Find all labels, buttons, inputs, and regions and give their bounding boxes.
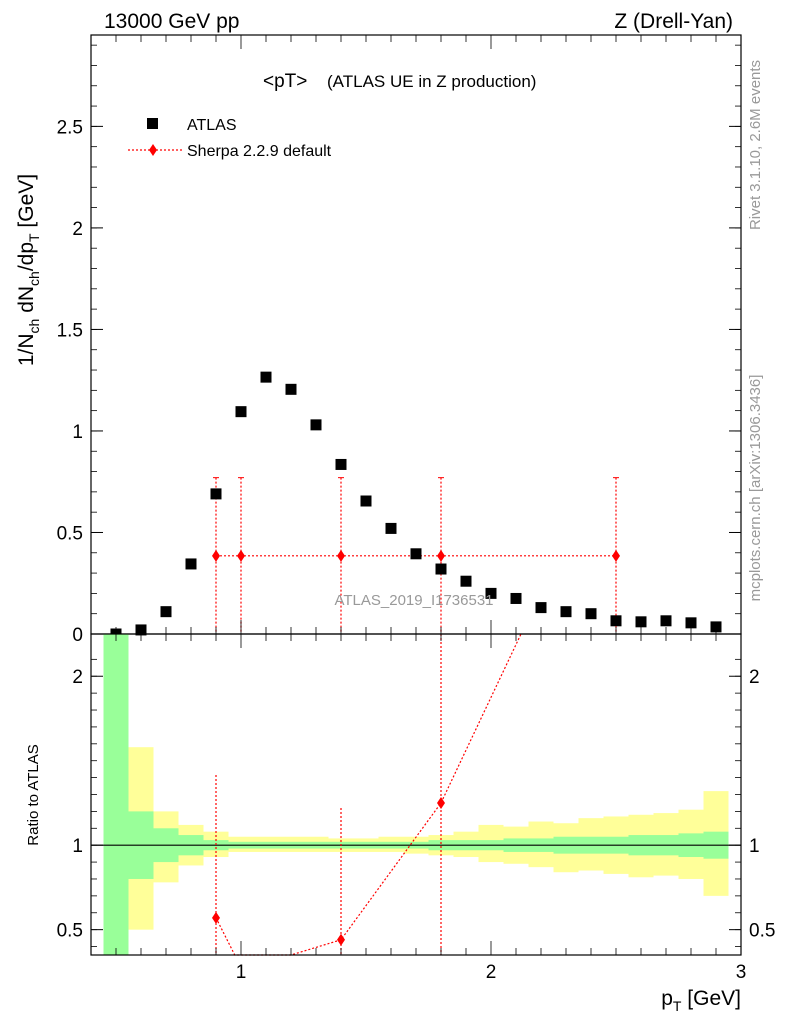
atlas-point-2 <box>160 606 172 618</box>
legend-sherpa-label: Sherpa 2.2.9 default <box>187 143 332 160</box>
watermark: ATLAS_2019_I1736531 <box>334 592 493 609</box>
sherpa-point-4 <box>612 549 620 562</box>
x-axis-label: pT [GeV] <box>661 987 741 1014</box>
rivet-label: Rivet 3.1.10, 2.6M events <box>747 60 764 230</box>
chart-title-main: <pT> <box>263 71 307 92</box>
main-y-tick-label-3: 1.5 <box>57 320 83 341</box>
atlas-point-22 <box>660 615 672 627</box>
atlas-point-16 <box>510 592 522 604</box>
atlas-point-17 <box>535 602 547 614</box>
atlas-point-7 <box>285 383 297 395</box>
atlas-point-14 <box>460 575 472 587</box>
ratio-y-tick-label-0: 0.5 <box>57 921 83 942</box>
main-y-tick-label-1: 0.5 <box>57 523 83 544</box>
ratio-sherpa-line <box>215 633 522 956</box>
x-tick-label-1: 2 <box>486 962 497 983</box>
ratio-y-tick-label-2: 2 <box>72 667 83 688</box>
atlas-point-13 <box>435 563 447 575</box>
ratio-y-tick-label-right-0: 0.5 <box>749 921 775 942</box>
mcplots-label: mcplots.cern.ch [arXiv:1306.3436] <box>747 375 764 602</box>
atlas-point-3 <box>185 558 197 570</box>
ratio-sherpa-point-4 <box>437 796 445 809</box>
main-y-tick-label-5: 2.5 <box>57 117 83 138</box>
sherpa-point-2 <box>337 549 345 562</box>
atlas-point-9 <box>335 458 347 470</box>
atlas-point-15 <box>485 587 497 599</box>
main-panel: 0 0.5 1 1.5 2 2.5 <pT> (ATLAS UE in Z product… <box>57 34 742 646</box>
band-inner-0 <box>103 634 129 955</box>
legend-sherpa-marker <box>149 144 157 156</box>
legend-atlas-marker <box>147 118 158 129</box>
ratio-y-axis-label: Ratio to ATLAS <box>25 744 42 845</box>
header-right: Z (Drell-Yan) <box>614 10 733 33</box>
chart-title-sub: (ATLAS UE in Z production) <box>327 72 536 91</box>
ratio-panel: 0.5 0.5 1 1 2 2 1 2 3 <box>57 633 775 983</box>
x-tick-label-0: 1 <box>236 962 247 983</box>
atlas-point-5 <box>235 406 247 418</box>
atlas-point-19 <box>585 608 597 620</box>
sherpa-point-0 <box>212 549 220 562</box>
ratio-y-tick-label-right-2: 2 <box>749 667 760 688</box>
ratio-y-tick-label-right-1: 1 <box>749 836 760 857</box>
x-tick-label-2: 3 <box>736 962 747 983</box>
ratio-sherpa-point-0 <box>212 911 220 924</box>
atlas-point-23 <box>685 617 697 629</box>
ratio-frame <box>90 633 742 956</box>
atlas-point-24 <box>710 621 722 633</box>
ratio-sherpa-point-3 <box>337 933 345 946</box>
main-y-axis-label: 1/Nch dNch/dpT [GeV] <box>15 174 42 366</box>
atlas-point-21 <box>635 616 647 628</box>
atlas-point-18 <box>560 606 572 618</box>
atlas-point-10 <box>360 495 372 507</box>
sherpa-point-3 <box>437 549 445 562</box>
sherpa-point-1 <box>237 549 245 562</box>
legend-atlas-label: ATLAS <box>187 117 237 134</box>
atlas-point-11 <box>385 522 397 534</box>
atlas-point-12 <box>410 548 422 560</box>
ratio-y-tick-label-1: 1 <box>72 836 83 857</box>
legend: ATLAS Sherpa 2.2.9 default <box>128 117 332 160</box>
header-left: 13000 GeV pp <box>104 10 239 33</box>
atlas-point-20 <box>610 615 622 627</box>
atlas-point-4 <box>210 488 222 500</box>
main-y-tick-label-0: 0 <box>72 625 83 646</box>
atlas-point-6 <box>260 371 272 383</box>
atlas-point-8 <box>310 419 322 431</box>
main-y-tick-label-2: 1 <box>72 422 83 443</box>
main-y-tick-label-4: 2 <box>72 219 83 240</box>
